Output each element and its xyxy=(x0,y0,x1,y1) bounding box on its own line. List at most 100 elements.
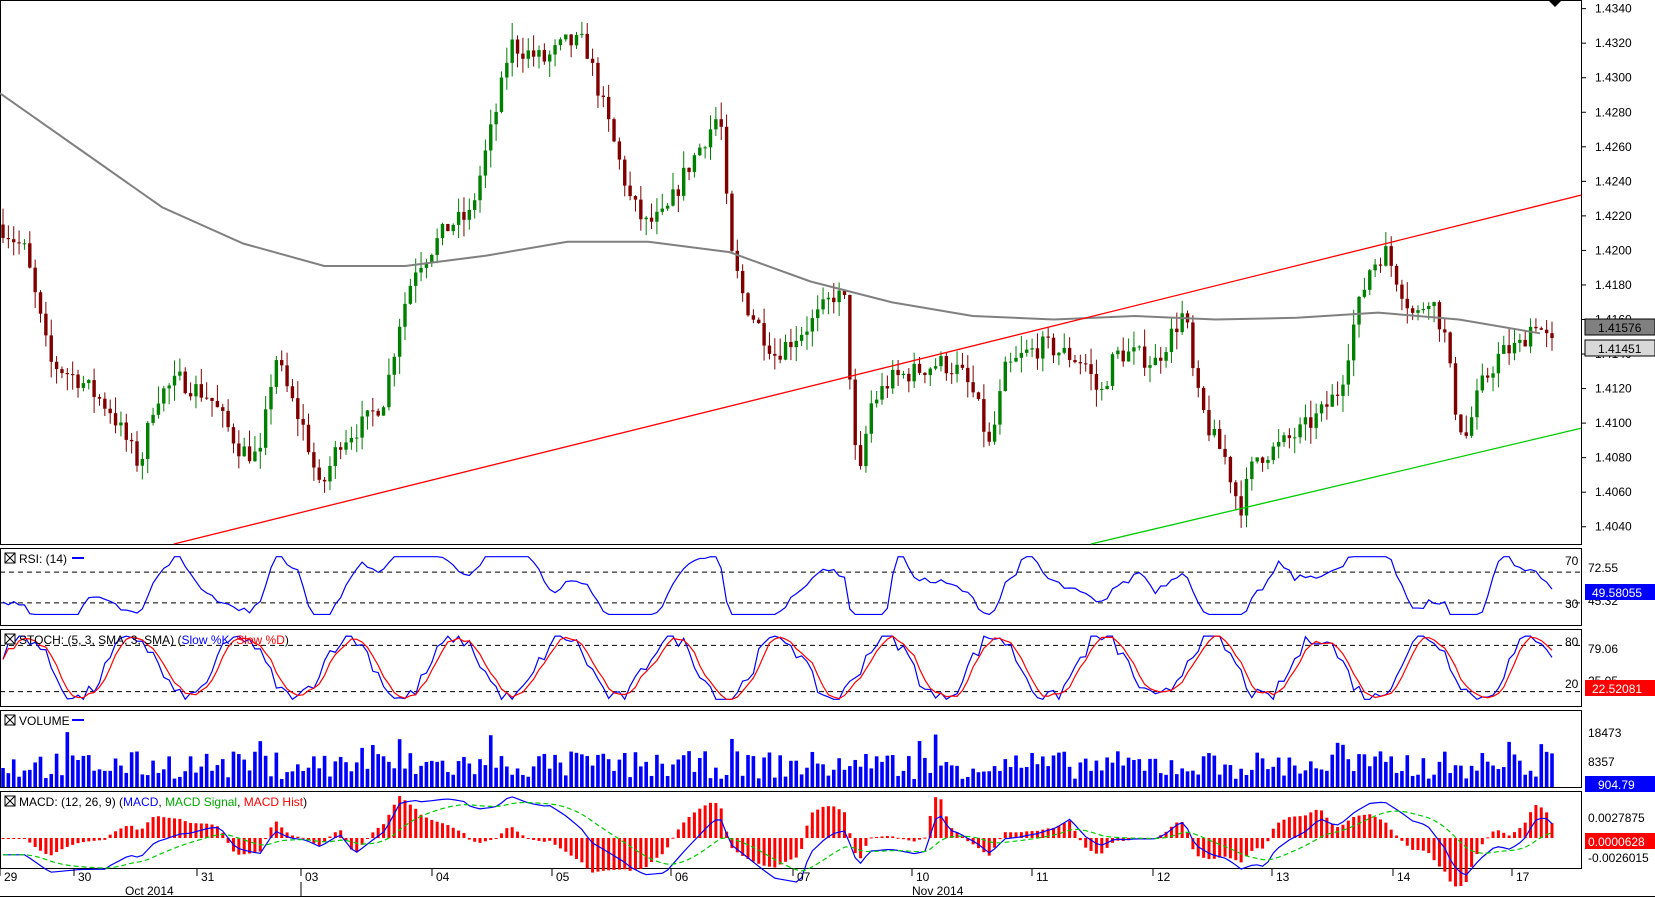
macd-hist-bar xyxy=(349,838,353,850)
macd-hist-bar xyxy=(880,836,884,838)
volume-bar xyxy=(1485,761,1490,787)
price-tick-label: 1.4100 xyxy=(1595,416,1632,430)
macd-hist-bar xyxy=(676,829,680,838)
macd-hist-bar xyxy=(333,832,337,838)
volume-bar xyxy=(1008,766,1013,787)
volume-bar xyxy=(837,758,841,787)
candle xyxy=(172,360,177,401)
volume-bar xyxy=(783,776,788,787)
volume-bar xyxy=(6,773,11,787)
macd-hist-bar xyxy=(103,838,107,840)
volume-bar xyxy=(285,772,289,787)
volume-bar xyxy=(1158,773,1163,787)
macd-hist-bar xyxy=(1239,838,1243,863)
candle xyxy=(1394,263,1399,292)
macd-hist-bar xyxy=(1534,805,1538,838)
volume-bar xyxy=(333,761,338,787)
macd-hist-bar xyxy=(1320,810,1324,838)
macd-hist-bar xyxy=(698,808,702,838)
svg-text:STOCH: (5, 3, SMA, 3, SMA) (Sl: STOCH: (5, 3, SMA, 3, SMA) (Slow %K, Slo… xyxy=(19,633,289,647)
support-trendline[interactable] xyxy=(1090,427,1582,545)
candle xyxy=(167,383,171,405)
candle xyxy=(853,368,857,460)
volume-bar xyxy=(1239,768,1243,787)
macd-hist-bar xyxy=(1411,838,1415,850)
candle xyxy=(682,151,686,201)
volume-bar xyxy=(1276,757,1281,787)
volume-bar xyxy=(231,751,236,787)
macd-hist-bar xyxy=(950,828,954,838)
macd-hist-bar xyxy=(1523,822,1527,838)
candle xyxy=(1421,302,1426,314)
macd-hist-bar xyxy=(55,838,59,853)
volume-bar xyxy=(1421,758,1426,787)
macd-hist-bar xyxy=(864,838,868,846)
macd-hist-bar xyxy=(60,838,64,850)
candle xyxy=(633,195,638,212)
volume-bar xyxy=(210,770,214,787)
candle xyxy=(730,190,734,252)
volume-bar xyxy=(590,765,595,787)
macd-hist-bar xyxy=(848,833,852,838)
rsi-panel[interactable] xyxy=(0,548,1582,626)
candle xyxy=(805,316,809,350)
macd-panel[interactable] xyxy=(0,791,1582,869)
macd-hist-bar xyxy=(178,818,182,838)
volume-bar xyxy=(97,769,102,787)
macd-hist-bar xyxy=(912,838,916,842)
macd-hist-bar xyxy=(885,836,889,838)
candle xyxy=(1132,331,1136,365)
macd-hist-bar xyxy=(558,838,562,849)
macd-hist-bar xyxy=(687,816,691,838)
macd-hist-bar xyxy=(934,797,938,838)
candle xyxy=(724,114,729,205)
candle xyxy=(199,368,204,402)
volume-bar xyxy=(987,771,992,787)
volume-bar xyxy=(976,772,981,787)
candle xyxy=(6,225,11,249)
candle xyxy=(17,230,21,255)
macd-hist-bar xyxy=(33,838,37,847)
macd-hist-bar xyxy=(682,822,686,838)
volume-bar xyxy=(1378,751,1383,787)
macd-hist-bar xyxy=(1539,807,1543,838)
candle xyxy=(178,358,182,381)
volume-bar xyxy=(1233,778,1238,787)
candle xyxy=(210,397,214,417)
volume-bar xyxy=(1255,752,1260,787)
volume-bar xyxy=(290,771,295,787)
macd-hist-bar xyxy=(1266,838,1270,842)
macd-hist-bar xyxy=(392,804,396,838)
candle xyxy=(92,368,96,413)
macd-hist-bar xyxy=(939,799,943,838)
candle xyxy=(1523,330,1527,347)
macd-hist-bar xyxy=(960,836,964,838)
volume-bar xyxy=(831,769,836,787)
volume-bar xyxy=(687,751,691,787)
volume-bar xyxy=(907,756,911,787)
rsi-value-tag: 49.58055 xyxy=(1585,584,1655,600)
macd-hist-bar xyxy=(1529,812,1533,838)
candle xyxy=(322,476,327,493)
volume-bar xyxy=(499,756,504,787)
stoch-title-text: STOCH: (5, 3, SMA, 3, SMA) xyxy=(19,633,174,647)
candle xyxy=(628,171,632,201)
volume-bar xyxy=(17,776,21,787)
candle xyxy=(1105,381,1109,390)
resistance-trendline[interactable] xyxy=(173,194,1582,545)
macd-name: MACD xyxy=(123,795,159,809)
macd-hist-bar xyxy=(451,827,455,838)
price-panel[interactable] xyxy=(0,0,1582,545)
macd-hist-bar xyxy=(151,817,155,838)
scroll-marker-icon[interactable] xyxy=(1548,0,1562,7)
macd-hist-bar xyxy=(1019,832,1023,838)
macd-hist-bar xyxy=(671,837,675,839)
candle xyxy=(1003,356,1007,392)
macd-hist-bar xyxy=(307,838,311,841)
x-day-label: 12 xyxy=(1157,870,1171,884)
macd-hist-bar xyxy=(896,837,900,839)
svg-text:49.58055: 49.58055 xyxy=(1592,586,1642,600)
candle xyxy=(12,226,16,256)
volume-bar xyxy=(328,776,332,787)
